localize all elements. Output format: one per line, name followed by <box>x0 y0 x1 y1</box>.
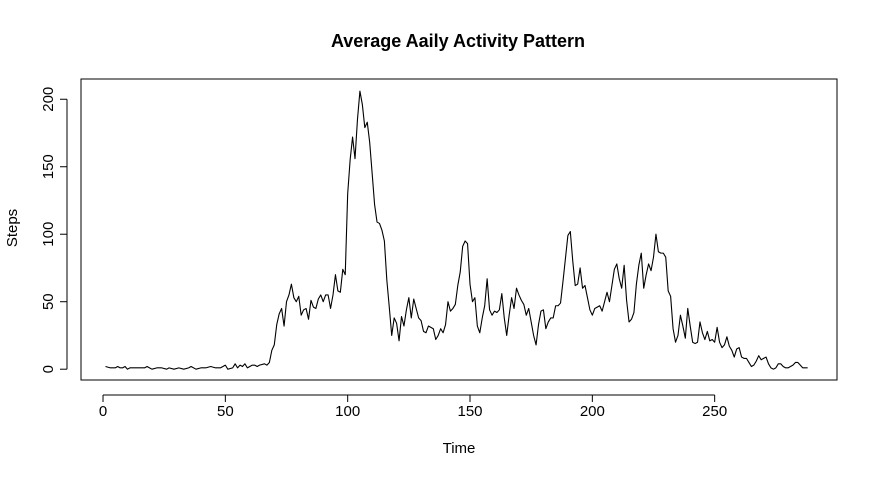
x-axis-label: Time <box>443 440 476 457</box>
chart-title: Average Aaily Activity Pattern <box>331 31 585 51</box>
y-axis: 0 50 100 150 200 <box>40 87 68 373</box>
x-tick-label: 100 <box>335 403 360 420</box>
x-tick-label: 200 <box>580 403 605 420</box>
y-axis-label: Steps <box>4 209 21 247</box>
x-tick-label: 250 <box>702 403 727 420</box>
x-tick-label: 0 <box>99 403 107 420</box>
x-axis: 0 50 100 150 200 250 <box>99 394 727 420</box>
series-line-steps <box>105 90 808 370</box>
y-tick-label: 100 <box>40 222 57 247</box>
x-tick-label: 150 <box>457 403 482 420</box>
y-tick-label: 0 <box>40 365 57 373</box>
y-tick-label: 150 <box>40 154 57 179</box>
x-tick-label: 50 <box>217 403 234 420</box>
y-tick-label: 50 <box>40 293 57 310</box>
y-tick-label: 200 <box>40 87 57 112</box>
plot-frame <box>80 78 838 381</box>
